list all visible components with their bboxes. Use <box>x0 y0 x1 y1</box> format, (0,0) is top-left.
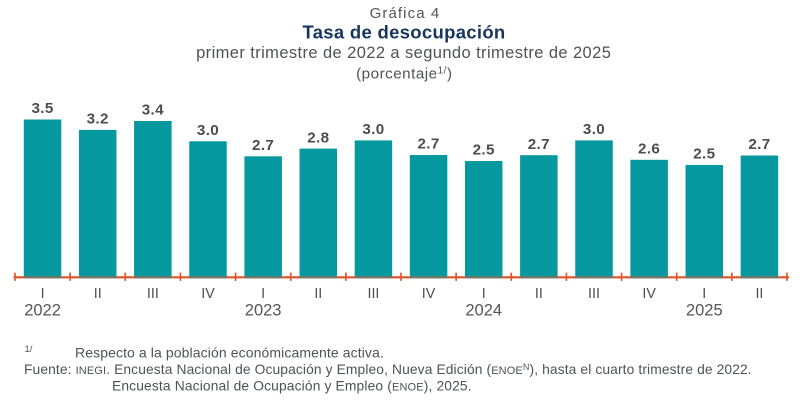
svg-text:IV: IV <box>422 286 436 302</box>
svg-text:IV: IV <box>642 286 656 302</box>
svg-text:2.5: 2.5 <box>473 142 495 159</box>
svg-text:2.7: 2.7 <box>528 136 550 153</box>
svg-text:2.7: 2.7 <box>252 137 274 154</box>
svg-text:III: III <box>367 286 379 302</box>
svg-text:Gráfica 4: Gráfica 4 <box>370 5 441 22</box>
svg-text:Respecto a la población económ: Respecto a la población económicamente a… <box>75 345 384 361</box>
svg-text:2.6: 2.6 <box>638 141 660 158</box>
svg-text:II: II <box>535 286 543 302</box>
svg-text:I: I <box>702 286 706 302</box>
svg-text:II: II <box>755 286 763 302</box>
svg-text:2024: 2024 <box>465 302 502 320</box>
svg-text:3.0: 3.0 <box>583 121 605 138</box>
svg-text:2025: 2025 <box>686 302 723 320</box>
svg-text:2022: 2022 <box>24 302 61 320</box>
svg-text:2.7: 2.7 <box>748 136 770 153</box>
svg-text:Tasa de desocupación: Tasa de desocupación <box>302 22 505 43</box>
svg-text:Fuente: INEGI. Encuesta Nacion: Fuente: INEGI. Encuesta Nacional de Ocup… <box>24 362 752 377</box>
svg-text:3.2: 3.2 <box>87 111 109 128</box>
svg-text:I: I <box>482 286 486 302</box>
svg-text:I: I <box>41 286 45 302</box>
svg-text:III: III <box>147 286 159 302</box>
svg-text:I: I <box>261 286 265 302</box>
svg-text:2.7: 2.7 <box>417 136 439 153</box>
svg-text:3.5: 3.5 <box>31 100 53 117</box>
svg-text:II: II <box>314 286 322 302</box>
svg-text:2.8: 2.8 <box>307 129 329 146</box>
svg-text:1/: 1/ <box>25 344 33 355</box>
svg-text:primer trimestre de 2022 a seg: primer trimestre de 2022 a segundo trime… <box>196 44 611 62</box>
svg-text:2.5: 2.5 <box>693 146 715 163</box>
svg-text:IV: IV <box>201 286 215 302</box>
svg-text:III: III <box>588 286 600 302</box>
svg-text:2023: 2023 <box>245 302 282 320</box>
svg-text:3.0: 3.0 <box>197 122 219 139</box>
svg-text:3.0: 3.0 <box>362 121 384 138</box>
svg-text:II: II <box>94 286 102 302</box>
svg-text:(porcentaje1/): (porcentaje1/) <box>356 66 452 83</box>
svg-text:Encuesta Nacional de Ocupación: Encuesta Nacional de Ocupación y Empleo … <box>112 379 472 394</box>
svg-text:3.4: 3.4 <box>142 102 164 119</box>
